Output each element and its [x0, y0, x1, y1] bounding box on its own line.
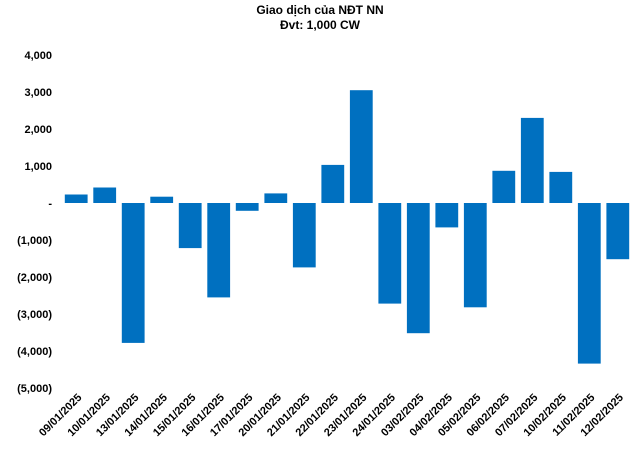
y-tick-label: (5,000) [17, 383, 52, 395]
y-tick-label: 3,000 [24, 87, 52, 99]
x-axis: 09/01/202510/01/202513/01/202514/01/2025… [37, 392, 626, 439]
bar [93, 187, 117, 203]
bar [435, 203, 459, 228]
bar-series [64, 90, 630, 364]
y-tick-label: (4,000) [17, 346, 52, 358]
bar [378, 203, 402, 304]
bar [463, 203, 487, 308]
chart-subtitle: Đvt: 1,000 CW [279, 18, 361, 32]
bar [121, 203, 145, 343]
y-tick-label: 1,000 [24, 161, 52, 173]
bar [178, 203, 202, 249]
y-tick-label: (1,000) [17, 235, 52, 247]
bar [207, 203, 231, 298]
bar [321, 164, 345, 203]
y-tick-label: - [48, 198, 52, 210]
bar [264, 193, 288, 203]
bar [64, 194, 88, 203]
y-axis: 4,000 3,000 2,000 1,000 - (1,000) (2,000) (3,00… [17, 50, 52, 395]
bar [349, 90, 373, 203]
bar [492, 170, 516, 203]
y-tick-label: (2,000) [17, 272, 52, 284]
bar [150, 196, 174, 203]
bar [406, 203, 430, 334]
bar [606, 203, 630, 260]
y-tick-label: 2,000 [24, 124, 52, 136]
y-tick-label: 4,000 [24, 50, 52, 62]
bar [549, 171, 573, 203]
bar [577, 203, 601, 364]
y-tick-label: (3,000) [17, 309, 52, 321]
bar [520, 117, 544, 203]
bar [292, 203, 316, 268]
chart-title: Giao dịch của NĐT NN [256, 3, 384, 17]
bar [235, 203, 259, 211]
